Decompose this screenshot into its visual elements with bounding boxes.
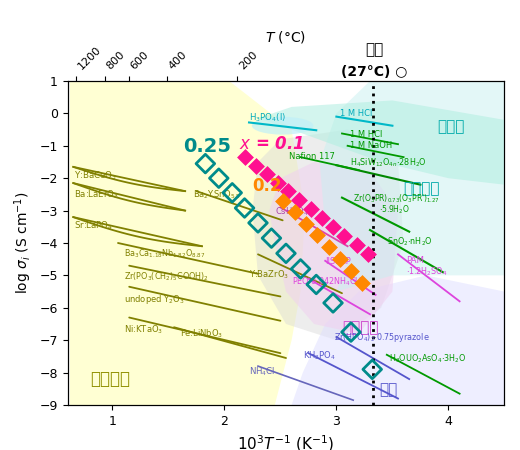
Text: IISPAP: IISPAP: [325, 257, 351, 266]
Text: Ni:KTaO$_3$: Ni:KTaO$_3$: [124, 323, 163, 336]
Point: [306, 205, 315, 212]
Text: (27°C) ○: (27°C) ○: [341, 66, 408, 80]
Text: PEO$\cdot$0.042NH$_4$ClO$_4$: PEO$\cdot$0.042NH$_4$ClO$_4$: [292, 275, 368, 288]
Point: [279, 197, 287, 204]
Point: [302, 220, 310, 227]
Point: [347, 328, 355, 336]
Polygon shape: [269, 162, 398, 334]
Point: [291, 209, 299, 216]
Text: Zr(PO$_3$(CH$_2$)$_5$COOH)$_2$: Zr(PO$_3$(CH$_2$)$_5$COOH)$_2$: [124, 270, 209, 283]
Text: 0.2: 0.2: [252, 177, 282, 195]
Text: CsHSO$_4$: CsHSO$_4$: [275, 206, 309, 218]
Text: PAM: PAM: [406, 256, 424, 265]
Point: [282, 250, 290, 257]
Text: 1 M HCl: 1 M HCl: [340, 109, 372, 118]
Point: [368, 366, 376, 373]
Point: [363, 251, 372, 258]
Text: 0.25: 0.25: [183, 137, 231, 156]
Point: [215, 175, 223, 182]
Point: [340, 232, 348, 239]
Point: [252, 162, 260, 170]
Point: [329, 299, 337, 306]
Text: H$_3$OUO$_2$AsO$_4$$\cdot$3H$_2$O: H$_3$OUO$_2$AsO$_4$$\cdot$3H$_2$O: [389, 352, 466, 365]
Point: [228, 189, 237, 196]
Text: 水和物系: 水和物系: [404, 181, 440, 196]
Point: [284, 188, 292, 195]
Point: [318, 214, 326, 221]
Text: 酸化物系: 酸化物系: [90, 370, 130, 388]
Text: Zr(O$_3$PR)$_{0.73}$(O$_3$PR')$_{1.27}$: Zr(O$_3$PR)$_{0.73}$(O$_3$PR')$_{1.27}$: [353, 193, 440, 205]
Point: [274, 180, 282, 187]
Text: Zr(HPO$_4$)$_2$$\cdot$0.75pyrazole: Zr(HPO$_4$)$_2$$\cdot$0.75pyrazole: [334, 331, 430, 343]
Point: [313, 231, 321, 239]
Text: H$_4$SiW$_{12}$O$_{4n}$$\cdot$28H$_2$O: H$_4$SiW$_{12}$O$_{4n}$$\cdot$28H$_2$O: [350, 156, 427, 169]
Text: undoped Y$_2$O$_3$: undoped Y$_2$O$_3$: [124, 293, 184, 306]
Text: Ba$_2$YSnO$_{5.5}$: Ba$_2$YSnO$_{5.5}$: [193, 189, 241, 201]
Ellipse shape: [252, 117, 314, 135]
Polygon shape: [252, 130, 404, 340]
Text: Ba:LaErO$_3$: Ba:LaErO$_3$: [74, 189, 120, 201]
Text: 1 M NaOH: 1 M NaOH: [350, 141, 392, 150]
Text: $x$ = 0.1: $x$ = 0.1: [239, 135, 304, 153]
Text: KH$_2$PO$_4$: KH$_2$PO$_4$: [303, 350, 336, 363]
Text: Sr:LaPO$_4$: Sr:LaPO$_4$: [74, 220, 113, 232]
Polygon shape: [320, 81, 504, 292]
Point: [267, 234, 276, 242]
X-axis label: $10^3T^{-1}$ (K$^{-1}$): $10^3T^{-1}$ (K$^{-1}$): [238, 433, 334, 450]
Text: Nafion 117: Nafion 117: [289, 152, 335, 161]
Text: 液体系: 液体系: [437, 119, 464, 134]
Point: [254, 219, 262, 226]
Point: [295, 197, 304, 204]
Text: Fe:LiNbO$_3$: Fe:LiNbO$_3$: [179, 328, 223, 341]
Point: [296, 266, 305, 273]
Point: [312, 281, 320, 288]
Text: Y:BaZrO$_3$: Y:BaZrO$_3$: [249, 268, 289, 280]
Polygon shape: [70, 81, 305, 405]
Point: [347, 267, 355, 274]
Point: [240, 204, 249, 212]
Polygon shape: [258, 100, 504, 184]
Point: [324, 243, 333, 251]
Text: 高分子系: 高分子系: [342, 320, 379, 335]
Point: [263, 171, 271, 178]
Y-axis label: log $\sigma_i$ (S cm$^{-1}$): log $\sigma_i$ (S cm$^{-1}$): [12, 192, 34, 294]
Point: [240, 153, 249, 161]
Point: [358, 279, 366, 286]
Text: Y:BaCeO$_3$: Y:BaCeO$_3$: [74, 169, 117, 182]
Polygon shape: [292, 275, 504, 405]
Text: 1 M HCl: 1 M HCl: [350, 130, 382, 139]
Text: SnO$_2$$\cdot$nH$_2$O: SnO$_2$$\cdot$nH$_2$O: [387, 236, 433, 248]
Point: [201, 160, 210, 167]
Text: NH$_4$Cl: NH$_4$Cl: [249, 365, 276, 378]
Text: $\cdot$5.9H$_2$O: $\cdot$5.9H$_2$O: [379, 203, 410, 216]
Point: [353, 241, 361, 248]
Point: [329, 223, 337, 230]
Text: H$_3$PO$_4$(l): H$_3$PO$_4$(l): [249, 112, 286, 124]
Text: Ba$_3$Ca$_{1.18}$Nb$_{1.82}$O$_{8.87}$: Ba$_3$Ca$_{1.18}$Nb$_{1.82}$O$_{8.87}$: [124, 248, 205, 260]
Point: [335, 255, 344, 262]
Text: $\cdot$1.2H$_2$SO$_4$: $\cdot$1.2H$_2$SO$_4$: [406, 266, 447, 278]
X-axis label: $T$ (°C): $T$ (°C): [265, 29, 307, 45]
Text: 塩系: 塩系: [379, 382, 397, 396]
Text: 室温: 室温: [365, 42, 384, 57]
